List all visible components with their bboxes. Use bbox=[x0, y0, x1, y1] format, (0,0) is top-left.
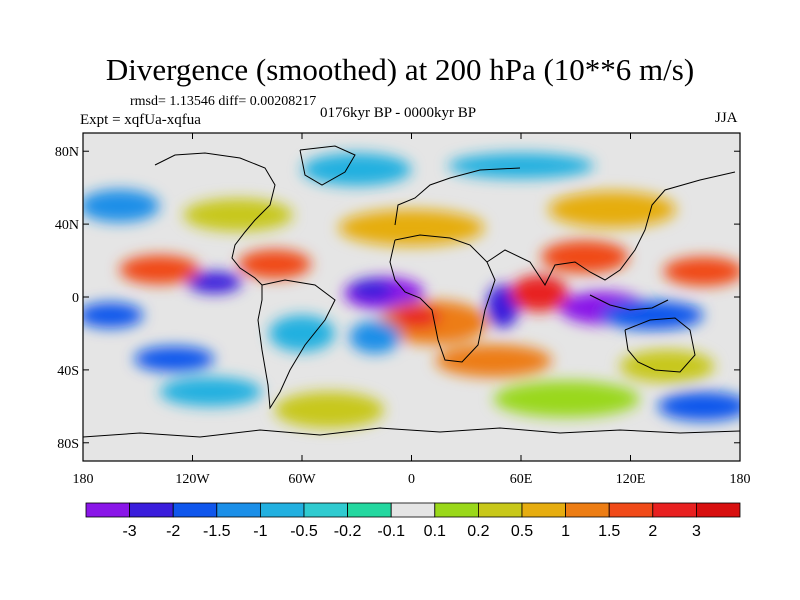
colorbar-swatch bbox=[390, 502, 436, 518]
longitude-ticks: 180 120W 60W 0 60E 120E 180 bbox=[73, 133, 751, 487]
divergence-anomaly bbox=[493, 380, 640, 418]
australia-coast bbox=[624, 317, 696, 373]
divergence-anomaly bbox=[134, 346, 215, 372]
rmsd-stats: rmsd= 1.13546 diff= 0.00208217 bbox=[130, 94, 317, 109]
colorbar-label: -1 bbox=[253, 523, 267, 540]
divergence-anomaly bbox=[601, 300, 704, 330]
colorbar-label: -3 bbox=[122, 523, 136, 540]
colorbar-label: 1.5 bbox=[598, 523, 620, 540]
lat-tick-label: 0 bbox=[72, 291, 79, 306]
divergence-anomaly bbox=[159, 377, 262, 407]
colorbar-label: -1.5 bbox=[203, 523, 231, 540]
greenland-coast bbox=[299, 145, 356, 186]
colorbar-swatch bbox=[303, 502, 348, 518]
divergence-anomaly bbox=[302, 153, 412, 186]
lon-tick-label: 60W bbox=[288, 472, 316, 487]
colorbar-swatch bbox=[347, 502, 392, 518]
colorbar-label: 0.5 bbox=[511, 523, 533, 540]
lon-tick-label: 120E bbox=[616, 472, 646, 487]
divergence-anomaly bbox=[663, 256, 740, 287]
divergence-anomaly bbox=[269, 315, 335, 352]
south-america-coast bbox=[257, 279, 336, 410]
colorbar-swatch bbox=[565, 502, 610, 518]
colorbar-swatch bbox=[216, 502, 261, 518]
divergence-anomaly bbox=[448, 153, 594, 179]
lon-tick-label: 180 bbox=[73, 472, 94, 487]
divergence-field bbox=[83, 153, 740, 429]
colorbar-swatch bbox=[129, 502, 174, 518]
lat-tick-label: 80N bbox=[55, 145, 79, 160]
colorbar-label: 0.1 bbox=[424, 523, 446, 540]
divergence-anomaly bbox=[187, 271, 242, 294]
colorbar-label: 0.2 bbox=[467, 523, 489, 540]
experiment-label: Expt = xqfUa-xqfua bbox=[80, 112, 201, 128]
divergence-anomaly bbox=[619, 349, 715, 383]
lon-tick-label: 60E bbox=[510, 472, 533, 487]
colorbar-label: 1 bbox=[561, 523, 570, 540]
divergence-anomaly bbox=[349, 278, 394, 301]
divergence-anomaly bbox=[238, 249, 312, 279]
colorbar-swatch bbox=[652, 502, 697, 518]
divergence-anomaly bbox=[393, 306, 441, 328]
antarctica-coast bbox=[83, 427, 740, 438]
colorbar-swatch bbox=[434, 502, 479, 518]
season-label: JJA bbox=[715, 110, 738, 126]
europe-coast bbox=[394, 167, 521, 226]
divergence-anomaly bbox=[548, 191, 677, 228]
divergence-anomaly bbox=[349, 320, 401, 354]
lat-tick-label: 80S bbox=[57, 437, 79, 452]
divergence-anomaly bbox=[541, 240, 629, 274]
divergence-anomaly bbox=[657, 391, 740, 421]
divergence-anomaly bbox=[119, 255, 200, 285]
asia-coast bbox=[486, 171, 736, 287]
colorbar-swatch bbox=[259, 502, 305, 518]
colorbar-swatch bbox=[172, 502, 218, 518]
colorbar-label: 3 bbox=[692, 523, 701, 540]
colorbar-swatch bbox=[521, 502, 566, 518]
lon-tick-label: 180 bbox=[730, 472, 751, 487]
colorbar-swatch bbox=[608, 502, 654, 518]
africa-coast bbox=[389, 234, 496, 363]
colorbar: -3 -2 -1.5 -1 -0.5 -0.2 -0.1 0.1 0.2 0.5 1 1.5 2 3 bbox=[85, 502, 741, 540]
divergence-anomaly bbox=[83, 189, 160, 223]
lon-tick-label: 0 bbox=[408, 472, 415, 487]
colorbar-label: -2 bbox=[166, 523, 180, 540]
lon-tick-label: 120W bbox=[175, 472, 210, 487]
divergence-anomaly bbox=[435, 344, 553, 378]
period-label: 0176kyr BP - 0000kyr BP bbox=[320, 105, 477, 121]
plot-title: Divergence (smoothed) at 200 hPa (10**6 … bbox=[105, 52, 695, 87]
divergence-anomaly bbox=[338, 209, 485, 246]
lat-tick-label: 40N bbox=[55, 218, 79, 233]
maritime-continent-coast bbox=[589, 294, 669, 311]
colorbar-swatch bbox=[696, 502, 741, 518]
colorbar-swatch bbox=[85, 502, 130, 518]
divergence-anomaly bbox=[183, 198, 293, 232]
colorbar-label: -0.5 bbox=[290, 523, 318, 540]
divergence-anomaly bbox=[274, 391, 385, 429]
colorbar-swatch bbox=[477, 502, 523, 518]
north-america-coast bbox=[154, 152, 276, 286]
colorbar-label: -0.2 bbox=[334, 523, 362, 540]
lat-tick-label: 40S bbox=[57, 364, 79, 379]
coastlines bbox=[83, 145, 740, 438]
divergence-anomaly bbox=[510, 275, 569, 312]
divergence-anomaly bbox=[83, 302, 144, 328]
latitude-ticks: 80N 40N 0 40S 80S bbox=[55, 145, 740, 452]
colorbar-label: 2 bbox=[648, 523, 657, 540]
colorbar-label: -0.1 bbox=[377, 523, 405, 540]
